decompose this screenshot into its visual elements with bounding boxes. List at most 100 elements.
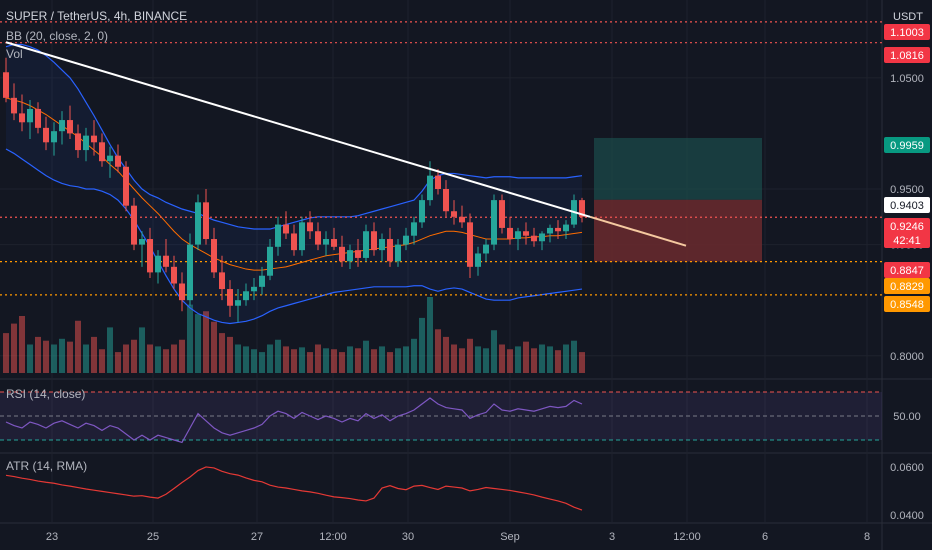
volume-bar xyxy=(339,352,345,373)
trendline-drawing[interactable] xyxy=(5,41,687,247)
volume-bar xyxy=(131,339,137,373)
atr-line xyxy=(5,466,583,511)
time-axis[interactable]: 23 25 27 12:00 30 Sep 3 12:00 6 8 xyxy=(46,531,870,543)
volume-bar xyxy=(235,344,241,373)
volume-bar xyxy=(147,344,153,373)
candle-body xyxy=(163,255,169,267)
candle-body xyxy=(411,222,417,236)
volume-bar xyxy=(491,330,497,373)
candle-body xyxy=(155,255,161,273)
candle-body xyxy=(139,239,145,245)
bollinger-bands xyxy=(5,43,583,325)
volume-bar xyxy=(83,344,89,373)
candle-body xyxy=(219,272,225,290)
atr-legend: ATR (14, RMA) xyxy=(6,459,87,473)
volume-bar xyxy=(307,352,313,373)
candle-body xyxy=(483,244,489,254)
volume-bar xyxy=(579,352,585,373)
price-axis[interactable]: 1.05000.95000.90000.80001.10031.08160.99… xyxy=(884,24,930,522)
atr-pane xyxy=(5,466,583,511)
price-label: 0.9403 xyxy=(890,200,924,212)
time-tick-label: 8 xyxy=(864,531,870,543)
candle-body xyxy=(467,222,473,267)
time-tick-label: 12:00 xyxy=(319,531,347,543)
candle-body xyxy=(259,275,265,287)
candle-body xyxy=(379,239,385,251)
volume-bar xyxy=(403,346,409,373)
price-tick-label: 0.8000 xyxy=(890,351,924,363)
candle-body xyxy=(11,97,17,114)
volume-bar xyxy=(3,333,9,373)
candle-body xyxy=(67,120,73,134)
candle-body xyxy=(187,244,193,301)
candle-body xyxy=(27,108,33,123)
long-position-tool[interactable] xyxy=(594,137,762,262)
volume-bar xyxy=(51,344,57,373)
volume-bar xyxy=(211,321,217,373)
candle-body xyxy=(563,224,569,232)
candle-body xyxy=(35,108,41,128)
currency-label: USDT xyxy=(893,11,923,23)
volume-bar xyxy=(299,347,305,373)
rsi-pane xyxy=(0,391,882,444)
resistance-trendline xyxy=(5,41,591,218)
candle-body xyxy=(403,235,409,245)
volume-bar xyxy=(475,346,481,373)
price-label-box xyxy=(884,262,930,278)
candle-body xyxy=(299,222,305,251)
stop-zone xyxy=(594,199,762,262)
volume-bar xyxy=(123,344,129,373)
candle-body xyxy=(547,227,553,234)
candle-body xyxy=(315,231,321,245)
projection-line xyxy=(589,215,687,247)
volume-bar xyxy=(267,344,273,373)
candle-body xyxy=(363,231,369,258)
volume-bar xyxy=(347,346,353,373)
candle-body xyxy=(211,239,217,273)
rsi-line xyxy=(5,397,583,444)
candle-body xyxy=(291,233,297,251)
candle-body xyxy=(427,175,433,201)
volume-bar xyxy=(219,333,225,373)
volume-bar xyxy=(555,350,561,373)
price-tick-label: 1.0500 xyxy=(890,73,924,85)
volume-bar xyxy=(283,346,289,373)
volume-bar xyxy=(99,349,105,373)
volume-bar xyxy=(163,349,169,373)
candle-body xyxy=(123,166,129,206)
volume-bar xyxy=(19,316,25,373)
candle-body xyxy=(475,253,481,267)
candle-body xyxy=(443,189,449,212)
price-label-box xyxy=(884,137,930,153)
price-label: 0.8829 xyxy=(890,281,924,293)
bb-upper-line xyxy=(5,43,583,230)
candle-body xyxy=(227,289,233,306)
volume-bar xyxy=(251,349,257,373)
candle-body xyxy=(267,246,273,276)
candle-body xyxy=(515,231,521,240)
candle-body xyxy=(147,239,153,273)
time-tick-label: 25 xyxy=(147,531,159,543)
volume-bar xyxy=(75,320,81,373)
atr-tick-label: 0.0400 xyxy=(890,510,924,522)
volume-bar xyxy=(203,311,209,373)
bb-lower-line xyxy=(5,148,583,325)
candle-body xyxy=(347,250,353,262)
candle-body xyxy=(19,113,25,123)
symbol-title: SUPER / TetherUS, 4h, BINANCE xyxy=(6,9,187,23)
candle-body xyxy=(507,227,513,240)
volume-bar xyxy=(387,352,393,373)
price-label-box xyxy=(884,218,930,248)
volume-bar xyxy=(275,339,281,373)
volume-bar xyxy=(507,349,513,373)
volume-bar xyxy=(451,344,457,373)
volume-bar xyxy=(179,339,185,373)
bb-fill xyxy=(6,44,582,324)
price-label: 1.1003 xyxy=(890,27,924,39)
candle-body xyxy=(531,235,537,242)
candle-body xyxy=(59,120,65,132)
volume-bar xyxy=(379,346,385,373)
